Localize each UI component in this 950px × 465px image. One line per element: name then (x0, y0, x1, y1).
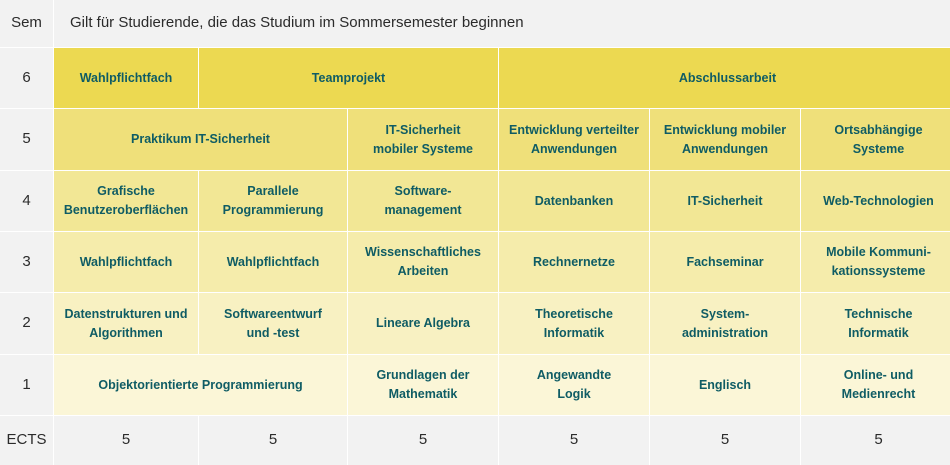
semester-1-label: 1 (0, 355, 53, 415)
module-teamprojekt: Teamprojekt (199, 48, 498, 108)
semester-4-label: 4 (0, 171, 53, 231)
module-datenbanken: Datenbanken (499, 171, 649, 231)
ects-value: 5 (199, 416, 347, 465)
ects-value: 5 (650, 416, 800, 465)
module-wahlpflichtfach-s3-b: Wahlpflichtfach (199, 232, 347, 292)
module-wissenschaftliches-arbeiten: Wissenschaftliches Arbeiten (348, 232, 498, 292)
module-lineare-algebra: Lineare Algebra (348, 293, 498, 354)
module-englisch: Englisch (650, 355, 800, 415)
module-softwareentwurf-und-test: Softwareentwurf und -test (199, 293, 347, 354)
module-entwicklung-verteilter-anwendungen: Entwicklung verteilter Anwendungen (499, 109, 649, 170)
module-online-und-medienrecht: Online- und Medienrecht (801, 355, 950, 415)
module-ortsabhaengige-systeme: Ortsabhängige Systeme (801, 109, 950, 170)
module-datenstrukturen-und-algorithmen: Datenstrukturen und Algorithmen (54, 293, 198, 354)
ects-value: 5 (54, 416, 198, 465)
module-parallele-programmierung: Parallele Programmierung (199, 171, 347, 231)
module-angewandte-logik: Angewandte Logik (499, 355, 649, 415)
module-objektorientierte-programmierung: Objektorientierte Programmierung (54, 355, 347, 415)
module-grundlagen-der-mathematik: Grundlagen der Mathematik (348, 355, 498, 415)
module-systemadministration: System- administration (650, 293, 800, 354)
semester-2-label: 2 (0, 293, 53, 354)
module-fachseminar: Fachseminar (650, 232, 800, 292)
module-web-technologien: Web-Technologien (801, 171, 950, 231)
module-theoretische-informatik: Theoretische Informatik (499, 293, 649, 354)
semester-5-label: 5 (0, 109, 53, 170)
sem-header: Sem (0, 0, 53, 47)
semester-3-label: 3 (0, 232, 53, 292)
module-wahlpflichtfach-s6: Wahlpflichtfach (54, 48, 198, 108)
module-mobile-kommunikationssysteme: Mobile Kommuni- kationssysteme (801, 232, 950, 292)
ects-value: 5 (499, 416, 649, 465)
module-grafische-benutzeroberflaechen: Grafische Benutzeroberflächen (54, 171, 198, 231)
module-entwicklung-mobiler-anwendungen: Entwicklung mobiler Anwendungen (650, 109, 800, 170)
semester-6-label: 6 (0, 48, 53, 108)
table-title: Gilt für Studierende, die das Studium im… (54, 0, 950, 47)
module-rechnernetze: Rechnernetze (499, 232, 649, 292)
module-softwaremanagement: Software- management (348, 171, 498, 231)
module-technische-informatik: Technische Informatik (801, 293, 950, 354)
module-praktikum-it-sicherheit: Praktikum IT-Sicherheit (54, 109, 347, 170)
ects-value: 5 (801, 416, 950, 465)
module-it-sicherheit: IT-Sicherheit (650, 171, 800, 231)
module-wahlpflichtfach-s3-a: Wahlpflichtfach (54, 232, 198, 292)
ects-label: ECTS (0, 416, 53, 465)
module-abschlussarbeit: Abschlussarbeit (499, 48, 950, 108)
ects-value: 5 (348, 416, 498, 465)
module-it-sicherheit-mobiler-systeme: IT-Sicherheit mobiler Systeme (348, 109, 498, 170)
